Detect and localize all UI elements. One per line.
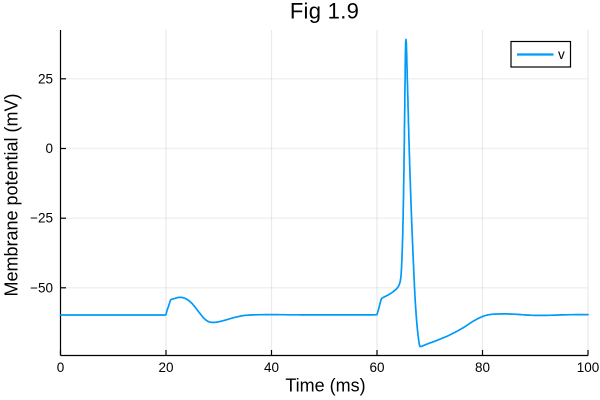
svg-text:100: 100 — [577, 360, 600, 375]
svg-text:Time (ms): Time (ms) — [285, 376, 365, 396]
svg-text:−25: −25 — [30, 211, 53, 226]
svg-text:0: 0 — [45, 141, 53, 156]
svg-text:40: 40 — [264, 360, 279, 375]
svg-text:60: 60 — [369, 360, 384, 375]
svg-text:v: v — [558, 47, 565, 62]
svg-text:0: 0 — [57, 360, 65, 375]
svg-text:Fig 1.9: Fig 1.9 — [290, 0, 359, 24]
svg-text:20: 20 — [158, 360, 173, 375]
svg-text:−50: −50 — [30, 280, 53, 295]
svg-text:80: 80 — [475, 360, 490, 375]
svg-text:25: 25 — [38, 71, 53, 86]
svg-text:Membrane potential (mV): Membrane potential (mV) — [2, 93, 22, 296]
